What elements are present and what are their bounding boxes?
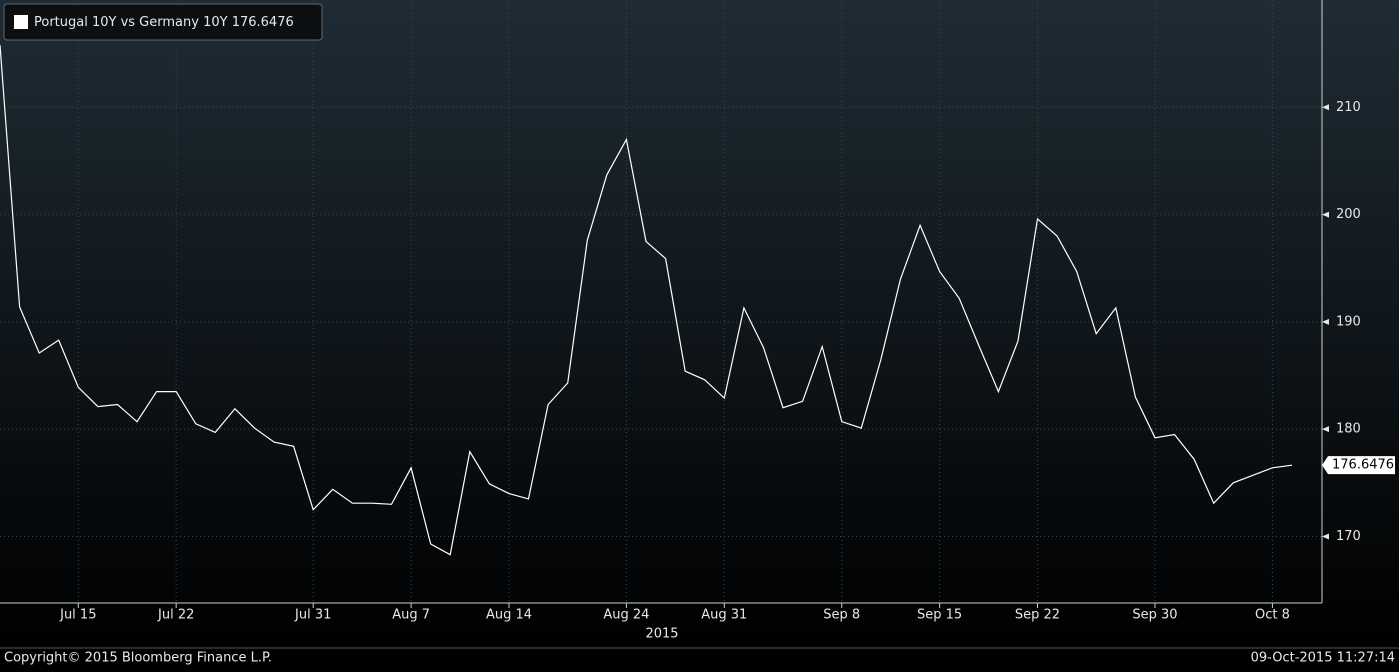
year-label: 2015 xyxy=(645,627,678,642)
y-tick xyxy=(1322,104,1329,111)
copyright: Copyright© 2015 Bloomberg Finance L.P. xyxy=(4,651,272,666)
y-tick-label: 170 xyxy=(1336,529,1361,544)
last-value-label: 176.6476 xyxy=(1332,458,1394,473)
x-tick-label: Aug 7 xyxy=(392,608,430,623)
y-tick xyxy=(1322,533,1329,540)
x-tick-label: Sep 15 xyxy=(917,608,962,623)
y-tick xyxy=(1322,318,1329,325)
y-tick-label: 210 xyxy=(1336,100,1361,115)
x-tick-label: Jul 31 xyxy=(294,608,331,623)
x-tick-label: Aug 31 xyxy=(701,608,747,623)
y-tick-label: 200 xyxy=(1336,207,1361,222)
x-tick-label: Oct 8 xyxy=(1255,608,1290,623)
series-line xyxy=(0,45,1293,556)
y-tick-label: 190 xyxy=(1336,314,1361,329)
x-tick-label: Sep 30 xyxy=(1132,608,1177,623)
y-tick-label: 180 xyxy=(1336,422,1361,437)
x-tick-label: Jul 22 xyxy=(157,608,194,623)
x-tick-label: Aug 24 xyxy=(603,608,649,623)
legend-swatch xyxy=(14,15,28,29)
x-tick-label: Sep 8 xyxy=(823,608,860,623)
y-tick xyxy=(1322,211,1329,218)
timestamp: 09-Oct-2015 11:27:14 xyxy=(1251,651,1395,666)
last-value-tag xyxy=(1322,456,1395,475)
x-tick-label: Sep 22 xyxy=(1015,608,1060,623)
x-tick-label: Jul 15 xyxy=(59,608,96,623)
legend-last-value: 176.6476 xyxy=(232,15,294,30)
legend-label: Portugal 10Y vs Germany 10Y 176.6476 xyxy=(34,15,294,30)
plot-background xyxy=(0,0,1399,648)
y-tick xyxy=(1322,426,1329,433)
legend-box xyxy=(3,3,323,41)
legend-series-name: Portugal 10Y vs Germany 10Y xyxy=(34,15,228,30)
x-tick-label: Aug 14 xyxy=(486,608,532,623)
legend: Portugal 10Y vs Germany 10Y 176.6476 xyxy=(3,3,323,41)
